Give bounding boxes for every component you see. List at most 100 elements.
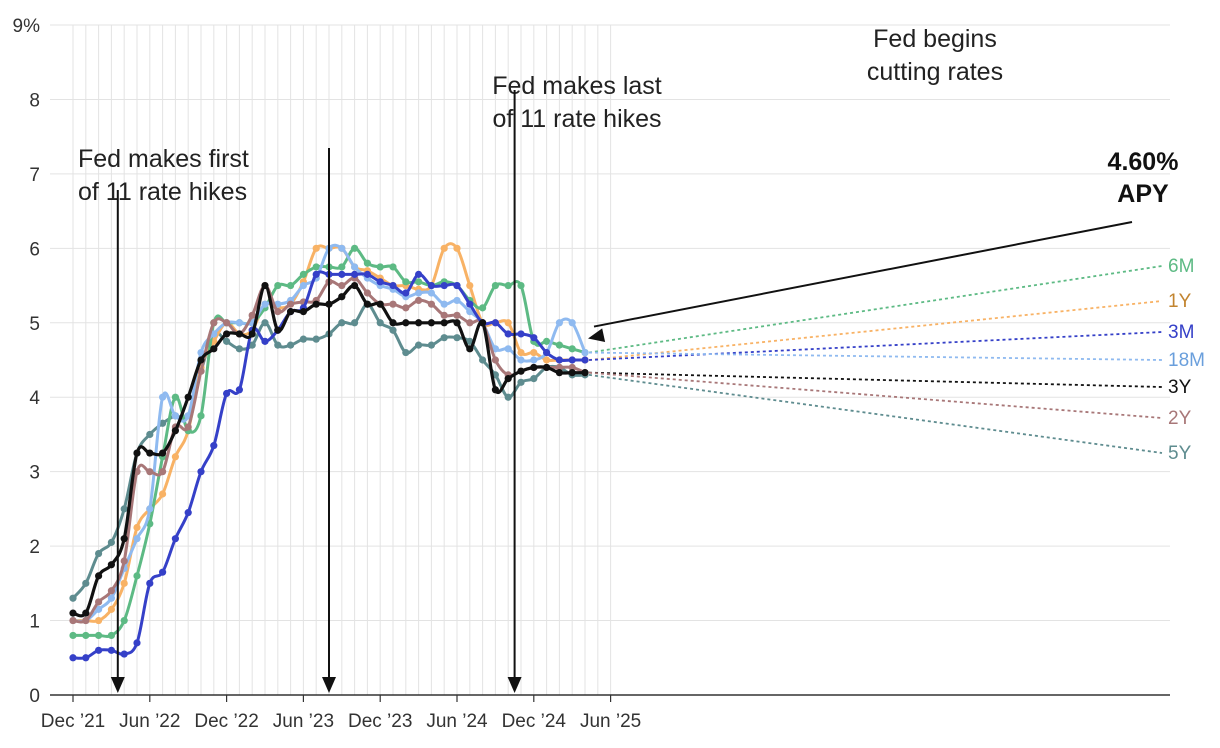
data-point-3y	[504, 375, 512, 383]
data-point-18m	[133, 535, 141, 543]
data-point-5y	[299, 335, 307, 343]
data-point-1y	[120, 579, 128, 587]
data-point-3y	[82, 609, 90, 617]
data-point-6m	[197, 412, 205, 420]
data-point-3y	[453, 319, 461, 327]
data-point-3y	[312, 300, 320, 308]
legend-label-18m: 18M	[1168, 350, 1205, 371]
data-point-5y	[530, 375, 538, 383]
data-point-1y	[312, 244, 320, 252]
data-point-2y	[159, 468, 167, 476]
data-point-6m	[568, 345, 576, 353]
x-tick-label: Jun ’24	[426, 711, 488, 732]
data-point-5y	[312, 335, 320, 343]
gridlines	[50, 24, 1170, 696]
data-point-3y	[555, 369, 564, 377]
legend-connector-3m	[588, 331, 1163, 361]
data-point-3m	[440, 281, 448, 290]
data-point-2y	[120, 557, 128, 565]
annotation-2-text: Fed makes last	[492, 72, 662, 100]
data-point-1y	[440, 244, 448, 252]
data-point-2y	[146, 468, 154, 476]
legend-label-2y: 2Y	[1168, 408, 1192, 429]
data-point-6m	[389, 263, 397, 271]
data-point-1y	[517, 348, 525, 357]
data-point-5y	[287, 341, 295, 349]
data-point-3y	[491, 386, 499, 394]
data-point-1y	[504, 319, 512, 327]
data-point-5y	[146, 430, 154, 439]
data-point-6m	[479, 304, 487, 312]
data-point-3y	[197, 356, 205, 364]
data-point-2y	[415, 296, 423, 305]
data-point-3y	[568, 369, 576, 377]
data-point-3m	[261, 337, 269, 345]
data-point-3y	[171, 427, 179, 435]
data-point-3m	[197, 468, 205, 476]
data-point-18m	[159, 393, 167, 401]
data-point-2y	[453, 311, 461, 319]
x-tick-label: Dec ’21	[41, 711, 105, 732]
data-point-5y	[95, 549, 103, 558]
data-point-18m	[415, 289, 423, 297]
apy-callout-text: APY	[1117, 180, 1169, 208]
data-point-2y	[274, 308, 282, 316]
data-point-5y	[82, 579, 90, 587]
data-point-3m	[133, 639, 141, 647]
data-point-3m	[389, 281, 397, 290]
data-point-2y	[95, 598, 103, 606]
data-point-2y	[402, 304, 410, 312]
data-point-3m	[171, 535, 179, 543]
data-point-5y	[261, 319, 269, 327]
data-point-18m	[261, 300, 269, 308]
data-point-3m	[159, 568, 167, 576]
data-point-18m	[299, 281, 307, 290]
data-point-3y	[517, 367, 525, 375]
legend-connector-6m	[588, 265, 1163, 354]
data-point-6m	[299, 270, 307, 278]
data-point-18m	[568, 319, 576, 327]
data-point-18m	[453, 296, 461, 305]
x-tick-label: Jun ’25	[580, 711, 641, 732]
data-point-3y	[133, 449, 141, 457]
data-point-18m	[491, 345, 499, 353]
data-point-2y	[555, 363, 564, 372]
data-point-3y	[210, 345, 218, 353]
data-point-3m	[517, 330, 525, 338]
data-point-6m	[555, 341, 564, 349]
y-tick-label: 9%	[13, 16, 41, 37]
data-point-3m	[223, 389, 231, 398]
data-point-3m	[415, 270, 423, 278]
data-point-5y	[427, 341, 435, 349]
y-tick-label: 2	[29, 537, 40, 558]
annotation-2-text: of 11 rate hikes	[492, 105, 661, 133]
data-point-3y	[466, 345, 474, 353]
data-point-5y	[69, 594, 77, 602]
data-point-6m	[415, 278, 423, 286]
data-point-2y	[389, 300, 397, 308]
data-point-3m	[95, 646, 103, 654]
data-point-18m	[95, 605, 103, 613]
data-point-2y	[427, 300, 435, 308]
data-point-3m	[581, 356, 589, 364]
data-point-3m	[543, 348, 551, 357]
legend-label-3m: 3M	[1168, 322, 1194, 343]
legend-label-6m: 6M	[1168, 256, 1194, 277]
apy-callout-arrow-shaft	[593, 221, 1133, 328]
annotation-3-arrow-head	[507, 677, 522, 693]
data-point-18m	[440, 300, 448, 308]
data-point-3y	[248, 330, 256, 338]
data-point-3y	[261, 281, 269, 290]
data-point-3m	[120, 650, 128, 658]
data-point-3y	[338, 293, 346, 301]
annotations: Fed makes first of 11 rate hikes Fed makes…	[78, 25, 1178, 693]
data-point-2y	[287, 300, 295, 308]
y-tick-label: 4	[29, 388, 40, 409]
data-point-18m	[338, 244, 346, 252]
data-point-2y	[82, 616, 90, 625]
data-point-2y	[338, 281, 346, 290]
data-point-3y	[223, 330, 231, 338]
data-point-3y	[376, 300, 384, 308]
data-point-3y	[581, 369, 589, 377]
